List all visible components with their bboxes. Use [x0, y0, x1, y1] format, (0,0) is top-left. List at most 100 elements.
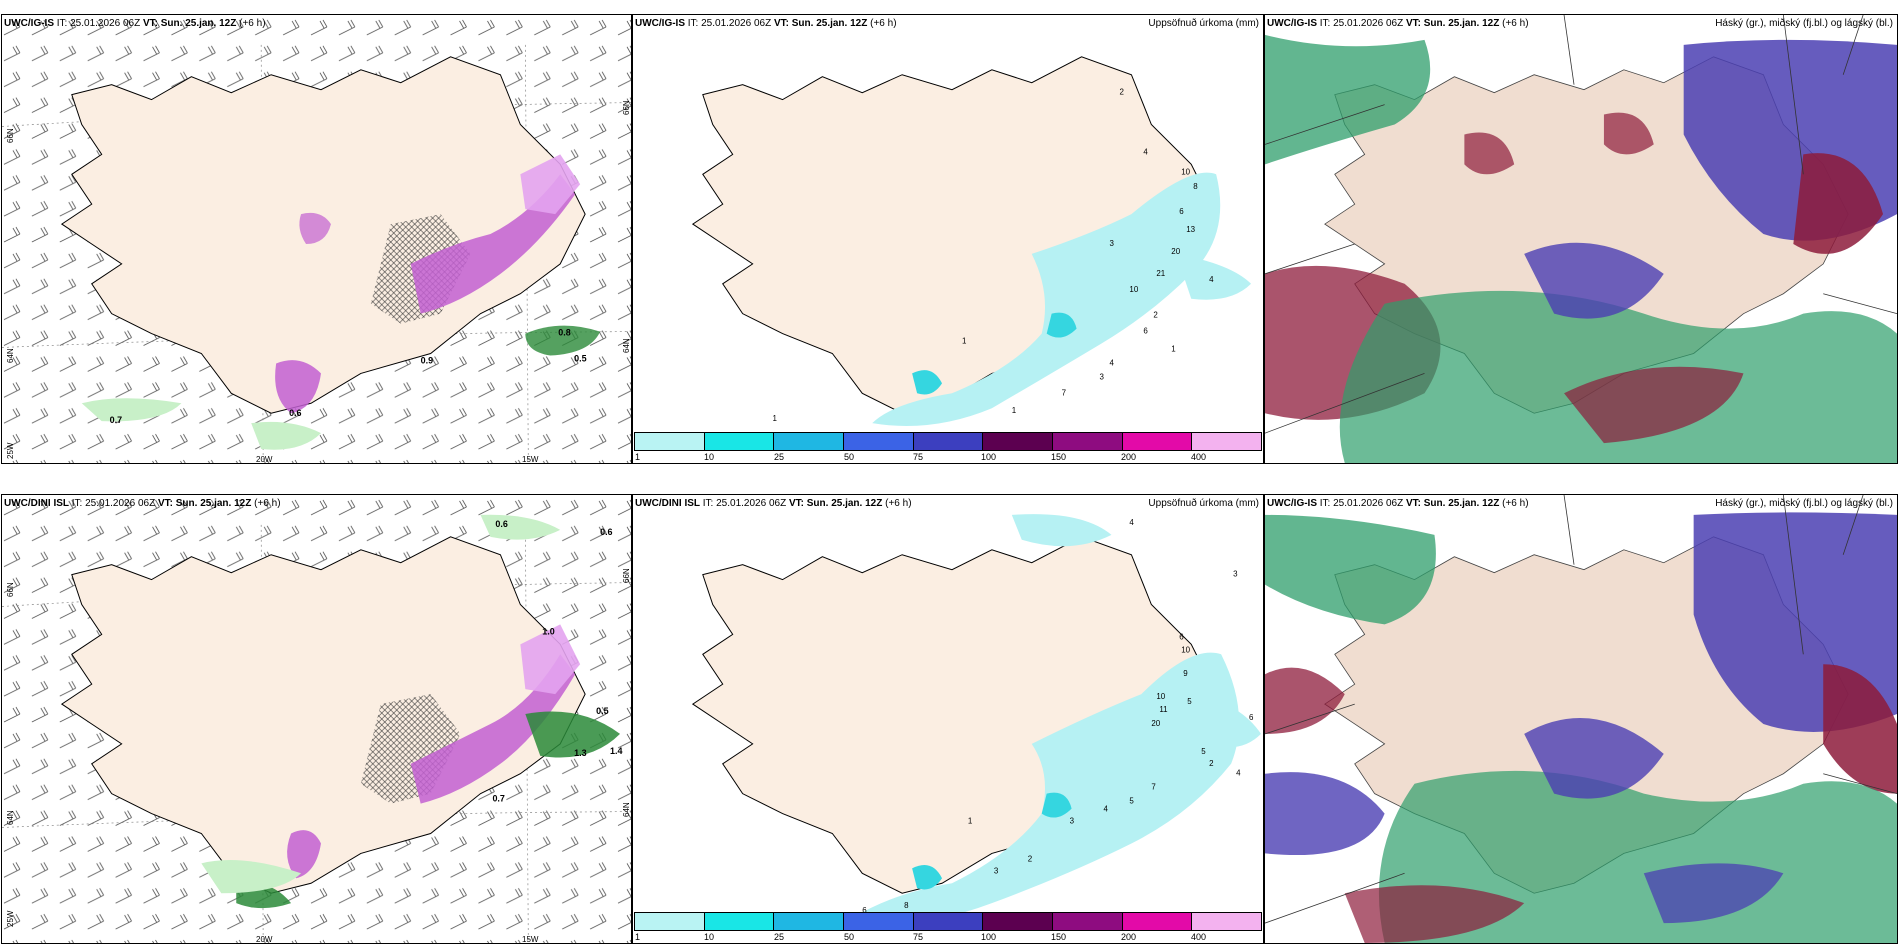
panel-title: UWC/DINI ISL IT: 25.01.2026 06Z VT: Sun.…: [635, 498, 912, 509]
value-label: 0.8: [558, 328, 570, 338]
axis-lat-label: 64N: [6, 810, 15, 825]
panel-clouds-row1: UWC/IG-IS IT: 25.01.2026 06Z VT: Sun. 25…: [1264, 14, 1898, 464]
legend-swatch: [844, 433, 914, 450]
panel-precip-row1: UWC/IG-IS IT: 25.01.2026 06Z VT: Sun. 25…: [632, 14, 1264, 464]
cloud-map: [1265, 15, 1897, 463]
value-label: 0.5: [574, 353, 586, 363]
legend-ticks: 1 10 25 50 75 100 150 200 400: [635, 452, 1207, 462]
svg-text:8: 8: [904, 901, 909, 910]
svg-text:10: 10: [1181, 645, 1190, 654]
legend-swatch: [983, 433, 1054, 450]
wind-snow-map: 0.6 0.6 1.0 0.5 0.7 1.3 1.4: [2, 495, 631, 943]
panel-right-title: Uppsöfnuð úrkoma (mm): [1148, 18, 1259, 29]
legend-swatch: [635, 433, 705, 450]
panel-wind-snow-row2: UWC/DINI ISL IT: 25.01.2026 06Z VT: Sun.…: [1, 494, 632, 944]
svg-text:3: 3: [1100, 372, 1105, 381]
axis-lon-label: 15W: [522, 935, 539, 944]
precip-map: 2 4 10 8 6 13 20 3 21 10 4 1 2 6 1 4 3 7…: [691, 56, 1252, 427]
svg-text:1: 1: [968, 817, 973, 826]
svg-text:7: 7: [1151, 783, 1156, 792]
axis-lon-label: 15W: [522, 455, 539, 464]
svg-text:5: 5: [1201, 747, 1206, 756]
svg-text:0.6: 0.6: [495, 519, 507, 529]
cloud-map: [1265, 495, 1897, 943]
legend-swatch: [1192, 433, 1262, 450]
panel-right-title: Háský (gr.), miðský (fj.bl.) og lágský (…: [1715, 498, 1893, 509]
svg-text:4: 4: [1109, 358, 1114, 367]
svg-text:1.4: 1.4: [610, 746, 622, 756]
svg-text:5: 5: [1187, 697, 1192, 706]
svg-text:6: 6: [1179, 207, 1184, 216]
svg-text:3: 3: [994, 866, 999, 875]
panel-precip-row2: UWC/DINI ISL IT: 25.01.2026 06Z VT: Sun.…: [632, 494, 1264, 944]
svg-text:10: 10: [1181, 167, 1190, 176]
value-label: 0.9: [421, 355, 433, 365]
svg-text:2: 2: [1028, 854, 1033, 863]
axis-lat-label-right: 64N: [622, 802, 631, 817]
svg-text:13: 13: [1186, 225, 1195, 234]
svg-text:9: 9: [1183, 669, 1188, 678]
legend-swatch: [844, 913, 914, 930]
axis-lat-label-right: 66N: [622, 100, 631, 115]
svg-text:6: 6: [1143, 327, 1148, 336]
iceland-land: [60, 536, 586, 894]
svg-text:4: 4: [1143, 147, 1148, 156]
axis-lon-label: 20W: [256, 455, 273, 464]
precip-map: 4 3 6 10 9 10 11 20 5 6 5 2 4 7 5 4 3 2 …: [691, 514, 1262, 924]
svg-text:6: 6: [1179, 632, 1184, 641]
svg-text:1: 1: [1012, 406, 1017, 415]
panel-wind-snow-row1: UWC/IG-IS IT: 25.01.2026 06Z VT: Sun. 25…: [1, 14, 632, 464]
legend-swatch: [913, 433, 984, 450]
panel-right-title: Háský (gr.), miðský (fj.bl.) og lágský (…: [1715, 18, 1893, 29]
svg-text:3: 3: [1233, 570, 1238, 579]
legend-swatch: [635, 913, 705, 930]
svg-text:0.5: 0.5: [596, 706, 608, 716]
axis-lat-label-right: 66N: [622, 568, 631, 583]
legend-color-bar: [634, 432, 1262, 451]
svg-text:0.7: 0.7: [492, 794, 504, 804]
legend-color-bar: [634, 912, 1262, 931]
wind-snow-map: 0.7 0.8 0.5 0.9 0.6: [2, 15, 631, 463]
legend-ticks: 1 10 25 50 75 100 150 200 400: [635, 932, 1207, 942]
svg-text:6: 6: [862, 906, 867, 915]
value-label: 0.6: [289, 408, 301, 418]
legend-swatch: [704, 433, 775, 450]
panel-title: UWC/IG-IS IT: 25.01.2026 06Z VT: Sun. 25…: [1267, 498, 1529, 509]
svg-text:2: 2: [1153, 311, 1158, 320]
svg-text:1: 1: [962, 337, 967, 346]
svg-text:21: 21: [1156, 269, 1165, 278]
svg-text:4: 4: [1129, 518, 1134, 527]
axis-lon-label: 20W: [256, 935, 273, 944]
legend-swatch: [1122, 913, 1193, 930]
legend-swatch: [1192, 913, 1262, 930]
value-label: 0.7: [110, 415, 122, 425]
svg-text:11: 11: [1159, 705, 1168, 714]
svg-text:4: 4: [1236, 769, 1241, 778]
axis-lon-label: 25W: [6, 442, 15, 459]
svg-text:3: 3: [1109, 239, 1114, 248]
legend-swatch: [774, 433, 845, 450]
svg-text:4: 4: [1209, 275, 1214, 284]
svg-text:2: 2: [1119, 88, 1124, 97]
legend-swatch: [1122, 433, 1193, 450]
svg-text:0.6: 0.6: [600, 527, 612, 537]
panel-right-title: Uppsöfnuð úrkoma (mm): [1148, 498, 1259, 509]
svg-text:7: 7: [1062, 388, 1067, 397]
axis-lat-label-right: 64N: [622, 338, 631, 353]
axis-lat-label: 66N: [6, 128, 15, 143]
svg-text:2: 2: [1209, 759, 1214, 768]
panel-title: UWC/DINI ISL IT: 25.01.2026 06Z VT: Sun.…: [4, 498, 281, 509]
legend-swatch: [1053, 433, 1123, 450]
precip-legend: 1 10 25 50 75 100 150 200 400: [634, 912, 1262, 942]
legend-swatch: [983, 913, 1054, 930]
axis-lat-label: 66N: [6, 582, 15, 597]
svg-text:4: 4: [1104, 805, 1109, 814]
legend-swatch: [704, 913, 775, 930]
svg-text:20: 20: [1171, 247, 1180, 256]
legend-swatch: [774, 913, 845, 930]
precip-legend: 1 10 25 50 75 100 150 200 400: [634, 432, 1262, 462]
panel-title: UWC/IG-IS IT: 25.01.2026 06Z VT: Sun. 25…: [4, 18, 266, 29]
svg-text:1.3: 1.3: [574, 748, 586, 758]
panel-title: UWC/IG-IS IT: 25.01.2026 06Z VT: Sun. 25…: [1267, 18, 1529, 29]
panel-title: UWC/IG-IS IT: 25.01.2026 06Z VT: Sun. 25…: [635, 18, 897, 29]
